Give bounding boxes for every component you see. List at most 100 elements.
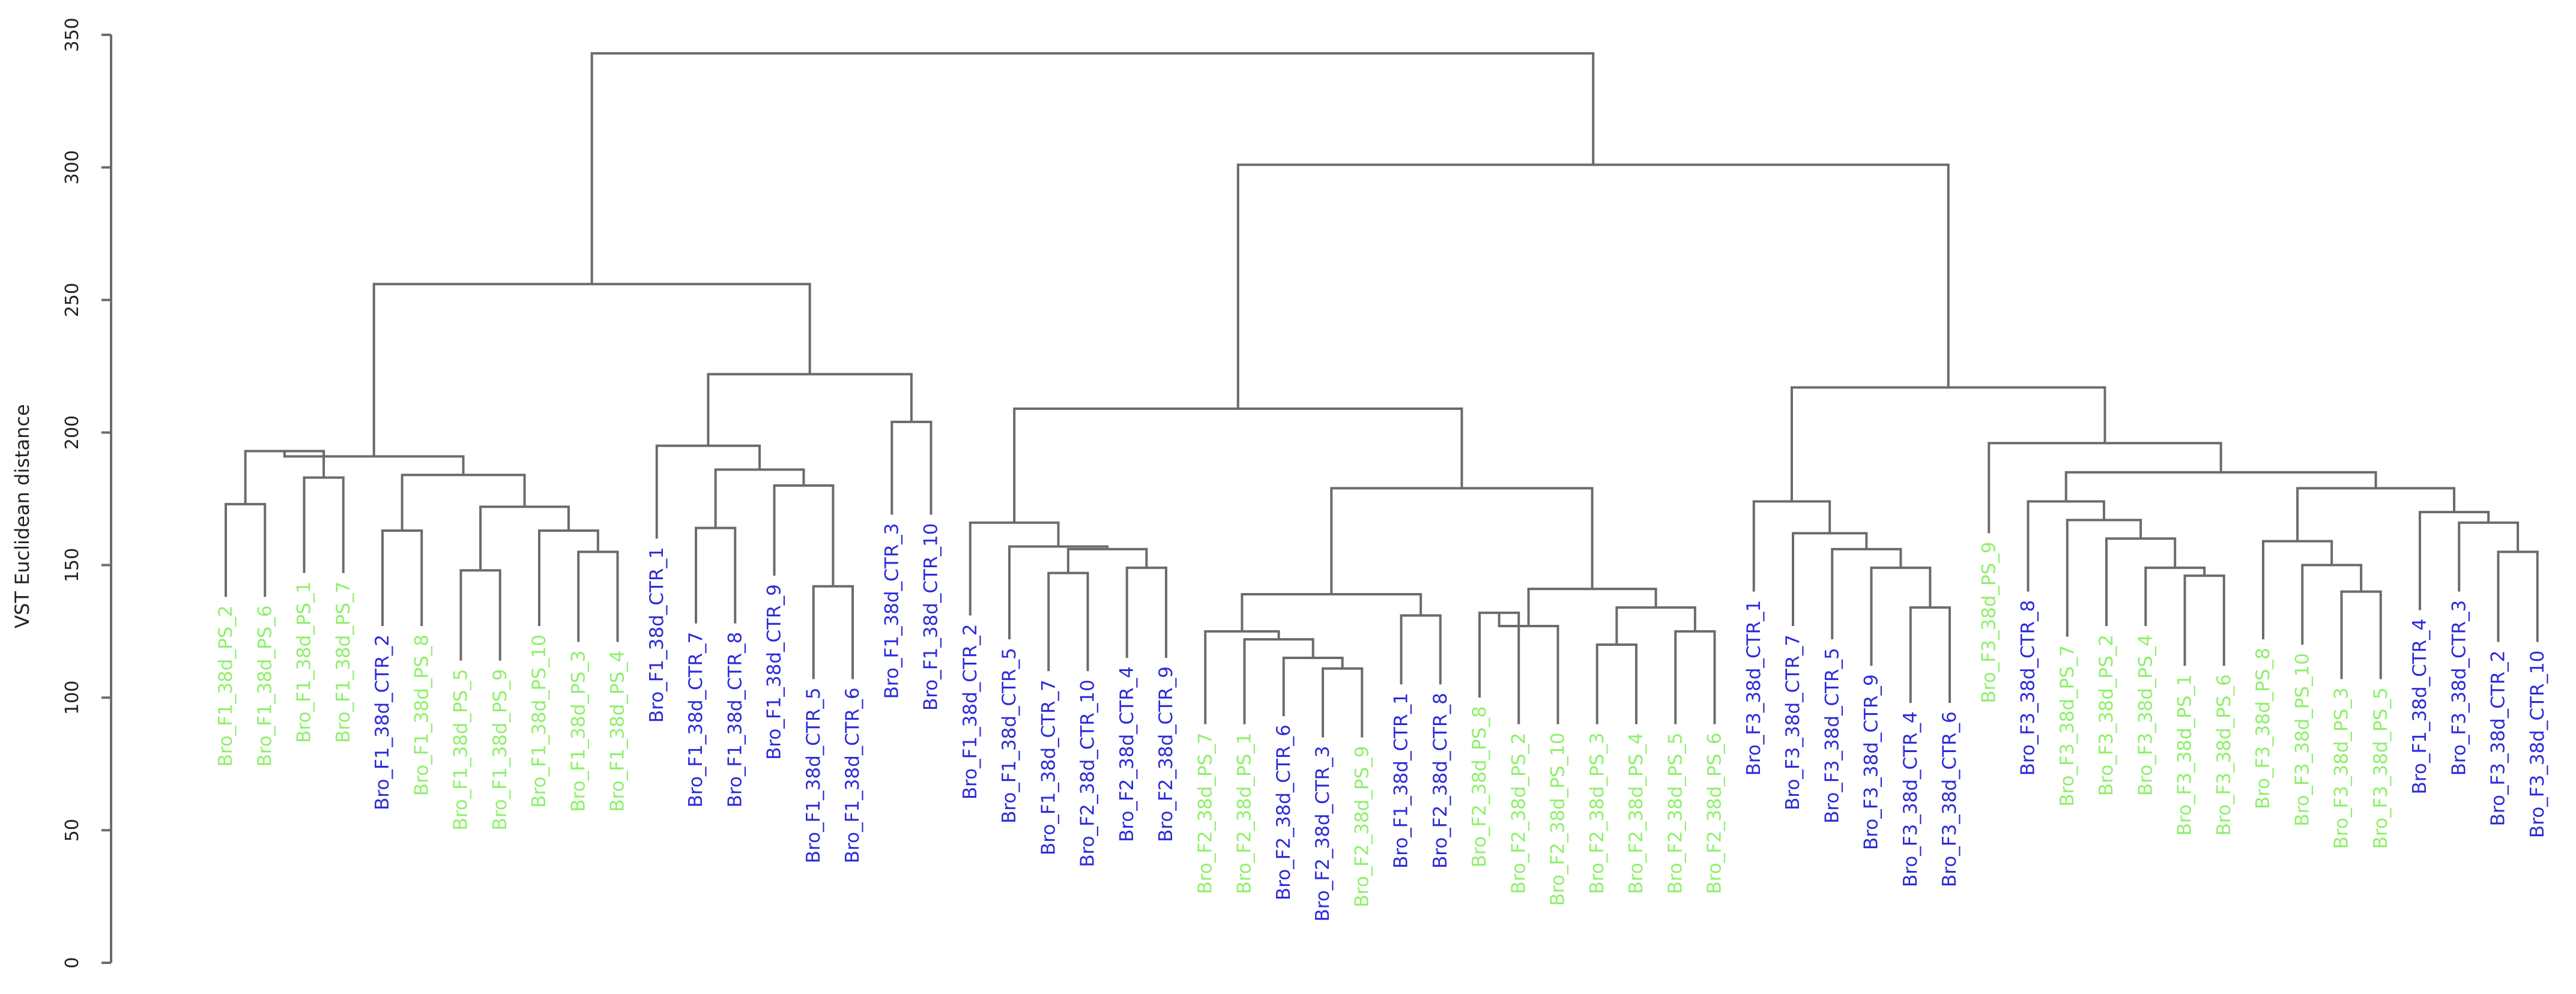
leaf-label: Bro_F1_38d_CTR_5 [999, 648, 1020, 824]
leaf-label: Bro_F2_38d_CTR_3 [1312, 746, 1334, 922]
leaf-label: Bro_F3_38d_CTR_5 [1821, 648, 1843, 824]
dendrogram-link [1066, 547, 1148, 573]
dendrogram-link [1008, 545, 1109, 640]
dendrogram-link [1330, 487, 1594, 595]
leaf-label: Bro_F1_38d_CTR_7 [685, 632, 707, 808]
dendrogram-link [1792, 532, 1868, 627]
leaf-label: Bro_F1_38d_PS_9 [489, 669, 511, 830]
leaf-label: Bro_F2_38d_PS_4 [1625, 732, 1647, 894]
leaf-label: Bro_F1_38d_PS_8 [411, 634, 432, 796]
leaf-label: Bro_F2_38d_CTR_4 [1116, 666, 1138, 842]
leaf-label: Bro_F3_38d_PS_6 [2213, 674, 2235, 836]
dendrogram-link [1125, 566, 1167, 658]
dendrogram-link [538, 529, 599, 627]
leaf-label: Bro_F2_38d_PS_6 [1704, 732, 1726, 894]
y-tick-label: 150 [62, 548, 83, 582]
leaf-label: Bro_F1_38d_CTR_2 [960, 624, 981, 800]
leaf-label: Bro_F2_38d_PS_2 [1508, 732, 1529, 894]
dendrogram-link [1236, 163, 1950, 409]
dendrogram-link [401, 474, 526, 531]
leaf-label: Bro_F3_38d_CTR_9 [1861, 674, 1882, 850]
dendrogram-link [714, 468, 805, 528]
dendrogram-link [695, 526, 737, 624]
leaf-label: Bro_F1_38d_PS_1 [294, 582, 315, 743]
leaf-label: Bro_F2_38d_CTR_9 [1155, 666, 1177, 842]
leaf-label: Bro_F2_38d_PS_8 [1469, 706, 1490, 867]
dendrogram-link [969, 521, 1060, 616]
y-axis: VST Euclidean distance [11, 35, 112, 963]
leaf-label: Bro_F1_38d_PS_4 [607, 651, 629, 812]
y-tick-label: 200 [62, 415, 83, 450]
leaf-label: Bro_F3_38d_CTR_4 [1900, 711, 1921, 887]
dendrogram-links [225, 52, 2539, 738]
leaf-label: Bro_F3_38d_PS_7 [2057, 645, 2078, 807]
leaf-label: Bro_F1_38d_CTR_10 [921, 523, 942, 711]
dendrogram-link [2064, 471, 2377, 502]
dendrogram-link [655, 444, 761, 539]
leaf-label: Bro_F2_38d_CTR_10 [1077, 679, 1099, 867]
y-tick-label: 100 [62, 681, 83, 715]
dendrogram-link [2419, 511, 2490, 610]
dendrogram-link [1527, 588, 1657, 627]
leaf-label: Bro_F1_38d_PS_5 [450, 669, 472, 830]
leaf-label: Bro_F1_38d_CTR_6 [842, 687, 863, 863]
dendrogram-link [1241, 593, 1423, 631]
y-tick-label: 350 [62, 17, 83, 52]
dendrogram-link [1013, 407, 1463, 523]
dendrogram-link [479, 505, 570, 571]
leaf-label: Bro_F3_38d_PS_3 [2331, 687, 2353, 849]
dendrogram-link [2027, 500, 2105, 592]
dendrogram-link [1047, 571, 1089, 672]
dendrogram-link [773, 484, 835, 586]
dendrogram-link [1615, 606, 1696, 645]
leaf-label: Bro_F1_38d_PS_10 [528, 634, 550, 808]
dendrogram-link [1595, 643, 1637, 724]
dendrogram-link [2497, 550, 2539, 642]
dendrogram-link [2262, 540, 2333, 640]
leaf-label: Bro_F1_38d_PS_7 [333, 582, 354, 743]
dendrogram-link [1400, 614, 1442, 685]
leaf-label: Bro_F2_38d_PS_10 [1547, 732, 1569, 906]
dendrogram-link [1322, 667, 1364, 738]
leaf-label: Bro_F3_38d_PS_4 [2135, 634, 2156, 796]
dendrogram-link [1243, 638, 1314, 724]
y-tick-label: 0 [62, 957, 83, 968]
leaf-label: Bro_F1_38d_PS_6 [254, 605, 276, 767]
dendrogram-link [225, 502, 267, 597]
dendrogram-link [812, 585, 854, 679]
dendrogram-link [1282, 657, 1344, 717]
leaf-label: Bro_F3_38d_PS_1 [2174, 674, 2196, 836]
leaf-label: Bro_F1_38d_CTR_2 [372, 634, 393, 810]
dendrogram-link [1674, 630, 1716, 724]
leaf-label: Bro_F1_38d_PS_3 [567, 651, 589, 812]
leaf-label: Bro_F1_38d_CTR_1 [646, 547, 668, 723]
leaf-label: Bro_F1_38d_CTR_9 [764, 584, 785, 760]
leaf-label: Bro_F2_38d_PS_5 [1664, 732, 1686, 894]
dendrogram-link [459, 569, 501, 661]
y-axis-ticks: 0 50 100 150 200 250 300 350 [62, 17, 111, 969]
leaf-label: Bro_F3_38d_CTR_10 [2527, 651, 2548, 839]
dendrogram-link [1831, 547, 1902, 640]
leaf-label: Bro_F1_38d_CTR_7 [1038, 679, 1059, 855]
dendrogram-link [283, 451, 465, 475]
leaf-labels: Bro_F1_38d_PS_2 Bro_F1_38d_PS_6 Bro_F1_38d… [215, 523, 2548, 922]
leaf-label: Bro_F2_38d_PS_3 [1586, 732, 1608, 894]
leaf-label: Bro_F1_38d_CTR_1 [1391, 693, 1412, 869]
dendrogram-link [1204, 630, 1280, 724]
dendrogram-link [2144, 566, 2206, 627]
leaf-label: Bro_F3_38d_CTR_3 [2448, 600, 2470, 776]
dendrogram-link [2458, 521, 2520, 592]
leaf-label: Bro_F3_38d_CTR_1 [1743, 600, 1765, 776]
leaf-label: Bro_F2_38d_PS_1 [1234, 732, 1256, 894]
dendrogram-link [1752, 500, 1831, 592]
dendrogram-link [2340, 590, 2382, 679]
leaf-label: Bro_F1_38d_PS_2 [215, 605, 237, 767]
leaf-label: Bro_F3_38d_PS_9 [1978, 541, 2000, 703]
leaf-label: Bro_F2_38d_CTR_6 [1273, 724, 1295, 900]
leaf-label: Bro_F2_38d_PS_7 [1194, 732, 1216, 894]
leaf-label: Bro_F1_38d_CTR_5 [803, 687, 824, 863]
leaf-label: Bro_F3_38d_CTR_7 [1782, 634, 1804, 810]
leaf-label: Bro_F3_38d_CTR_6 [1939, 711, 1961, 887]
y-tick-label: 300 [62, 150, 83, 184]
